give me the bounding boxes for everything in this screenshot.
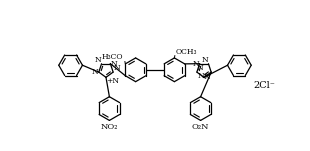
Text: N: N: [110, 60, 117, 68]
Text: N: N: [95, 56, 102, 64]
Text: N: N: [92, 68, 99, 76]
Text: N: N: [113, 64, 120, 72]
Text: N: N: [202, 56, 208, 64]
Text: O₂N: O₂N: [192, 123, 209, 131]
Text: N: N: [193, 60, 200, 68]
Text: +N: +N: [106, 77, 119, 85]
Text: N: N: [204, 73, 211, 81]
Text: N+: N+: [198, 72, 211, 80]
Text: 2Cl⁻: 2Cl⁻: [253, 81, 275, 90]
Text: OCH₃: OCH₃: [175, 48, 197, 56]
Text: NO₂: NO₂: [101, 123, 118, 131]
Text: H₃CO: H₃CO: [102, 53, 123, 61]
Text: N: N: [197, 64, 204, 72]
